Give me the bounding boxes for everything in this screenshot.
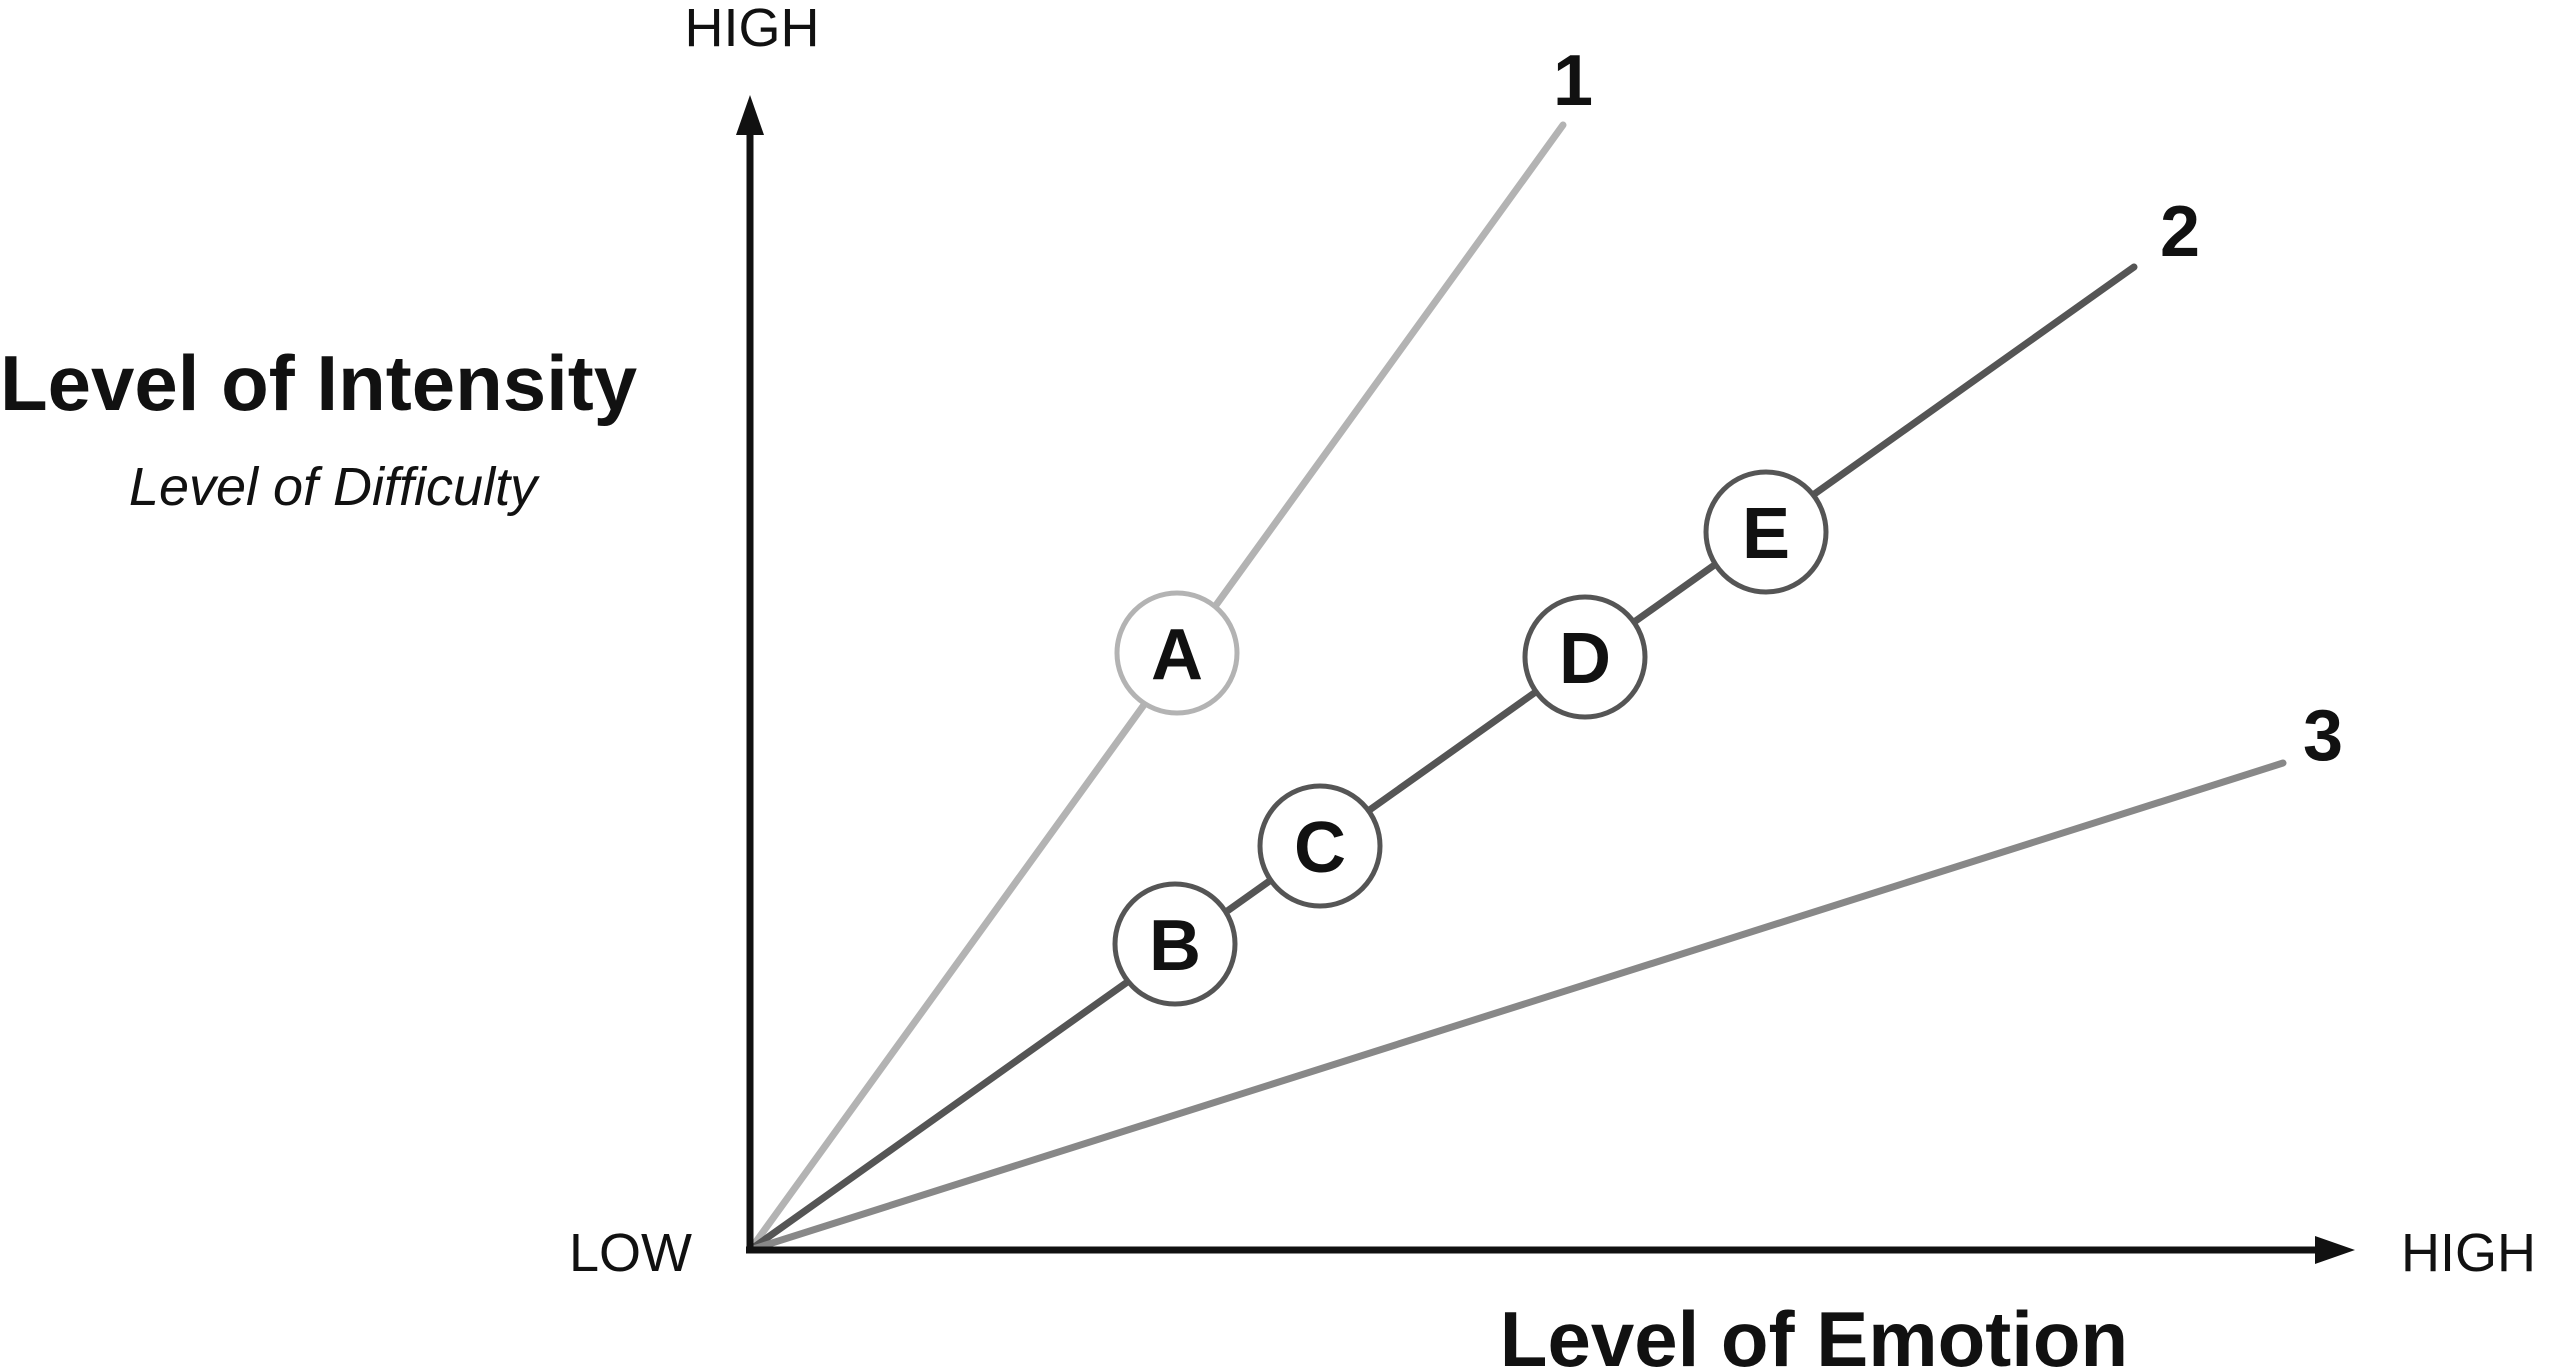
node-b: B <box>1112 881 1238 1007</box>
line-1-label: 1 <box>1553 41 1593 121</box>
x-axis-arrowhead <box>2315 1236 2355 1264</box>
line-3-label: 3 <box>2303 696 2343 776</box>
x-axis-high-label: HIGH <box>2401 1223 2536 1283</box>
node-d: D <box>1522 594 1648 720</box>
y-axis-title: Level of Intensity <box>0 339 637 427</box>
origin-low-label: LOW <box>569 1223 692 1283</box>
line-3 <box>746 759 2287 1254</box>
x-axis-title: Level of Emotion <box>1500 1295 2128 1371</box>
node-c-circle <box>1257 783 1383 909</box>
node-a-letter: A <box>1151 615 1203 695</box>
y-axis-subtitle: Level of Difficulty <box>129 457 540 517</box>
line-2-label: 2 <box>2160 192 2200 272</box>
node-b-circle <box>1112 881 1238 1007</box>
y-axis-high-label: HIGH <box>685 0 820 58</box>
node-e-circle <box>1703 469 1829 595</box>
node-e: E <box>1703 469 1829 595</box>
node-d-letter: D <box>1559 619 1611 699</box>
node-b-letter: B <box>1149 906 1201 986</box>
node-d-circle <box>1522 594 1648 720</box>
line-2 <box>746 263 2138 1254</box>
node-a-circle <box>1114 590 1240 716</box>
y-axis-arrowhead <box>736 95 764 135</box>
node-c: C <box>1257 783 1383 909</box>
node-c-letter: C <box>1294 808 1346 888</box>
node-e-letter: E <box>1742 494 1790 574</box>
node-a: A <box>1114 590 1240 716</box>
